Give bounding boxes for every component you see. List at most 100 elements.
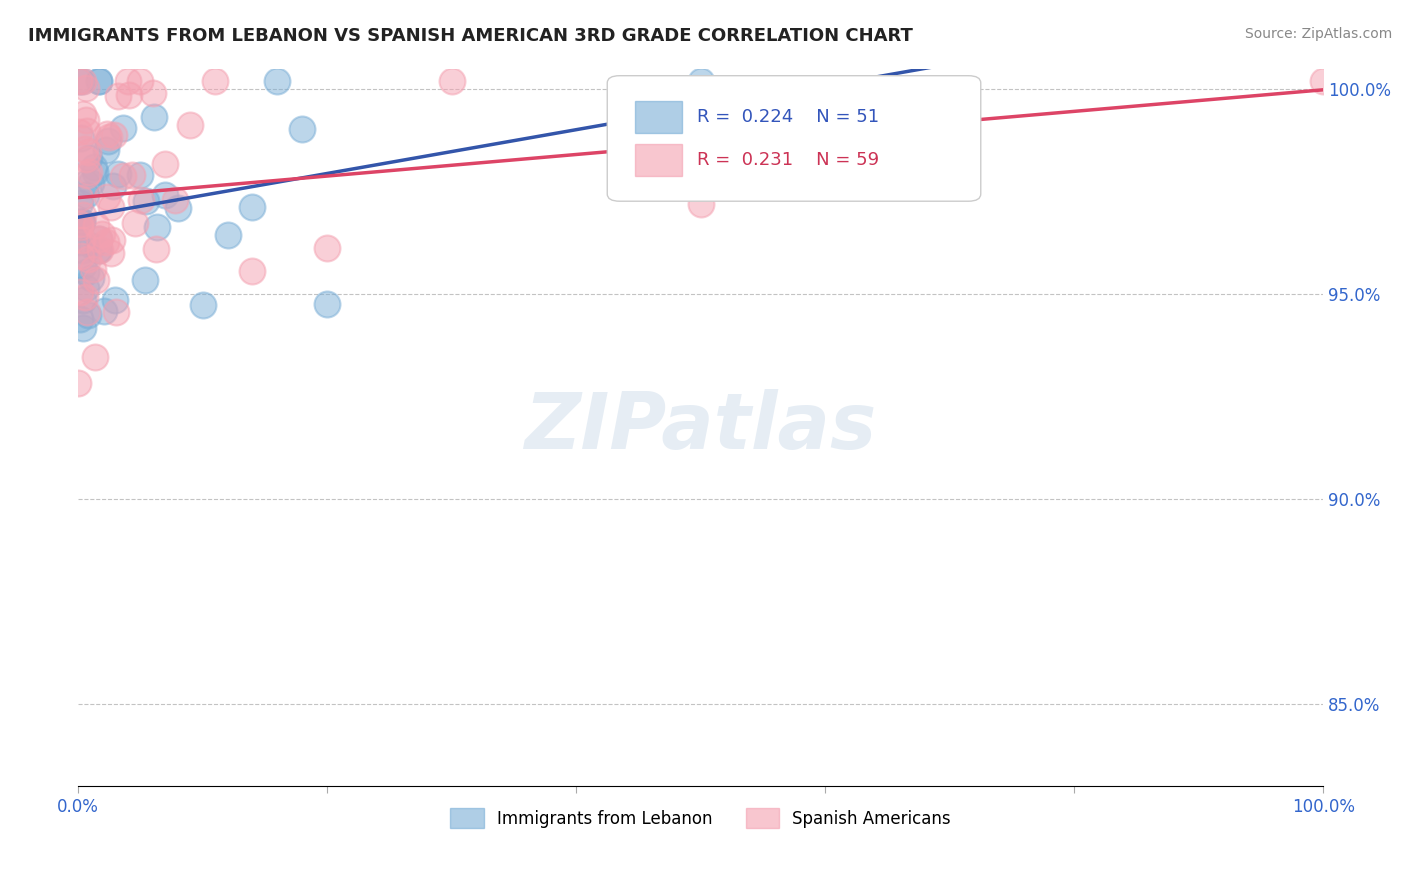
- Point: [101, 178, 124, 193]
- Point: [179, 118, 201, 132]
- Bar: [634, 101, 682, 133]
- Point: [69, 191, 91, 205]
- Point: [100, 234, 122, 248]
- Point: [67, 74, 90, 88]
- Point: [689, 197, 711, 211]
- Point: [112, 120, 135, 135]
- Point: [75, 112, 97, 127]
- Text: Source: ZipAtlas.com: Source: ZipAtlas.com: [1244, 27, 1392, 41]
- Point: [72, 321, 94, 335]
- Point: [83, 160, 105, 174]
- Point: [87, 231, 110, 245]
- Point: [217, 227, 239, 242]
- Point: [80, 270, 103, 285]
- Point: [69, 74, 91, 88]
- Point: [117, 74, 139, 88]
- Point: [91, 227, 114, 242]
- Point: [67, 220, 90, 235]
- Point: [77, 164, 100, 178]
- Point: [97, 134, 120, 148]
- FancyBboxPatch shape: [607, 76, 981, 202]
- Point: [72, 259, 94, 273]
- Point: [83, 165, 105, 179]
- Point: [291, 121, 314, 136]
- Point: [134, 273, 156, 287]
- Point: [135, 194, 157, 208]
- Point: [75, 280, 97, 294]
- Point: [316, 297, 339, 311]
- Point: [69, 217, 91, 231]
- Point: [84, 218, 107, 232]
- Point: [938, 123, 960, 137]
- Point: [121, 168, 143, 182]
- Point: [1312, 74, 1334, 88]
- Point: [69, 196, 91, 211]
- Point: [72, 207, 94, 221]
- Point: [316, 241, 339, 255]
- Point: [72, 293, 94, 307]
- Legend: Immigrants from Lebanon, Spanish Americans: Immigrants from Lebanon, Spanish America…: [443, 801, 957, 835]
- Bar: [634, 144, 682, 176]
- Point: [83, 351, 105, 365]
- Point: [242, 201, 264, 215]
- Point: [87, 232, 110, 246]
- Point: [100, 245, 122, 260]
- Point: [76, 124, 98, 138]
- Point: [107, 167, 129, 181]
- Point: [145, 243, 167, 257]
- Point: [75, 265, 97, 279]
- Point: [89, 243, 111, 257]
- Point: [242, 263, 264, 277]
- Point: [69, 219, 91, 234]
- Text: R =  0.224    N = 51: R = 0.224 N = 51: [697, 108, 879, 126]
- Point: [70, 214, 93, 228]
- Point: [87, 243, 110, 257]
- Point: [104, 293, 127, 307]
- Point: [104, 305, 127, 319]
- Point: [266, 74, 288, 88]
- Point: [80, 176, 103, 190]
- Point: [96, 128, 118, 142]
- Point: [70, 214, 93, 228]
- Point: [103, 128, 125, 143]
- Point: [107, 89, 129, 103]
- Point: [77, 145, 100, 159]
- Point: [73, 290, 96, 304]
- Point: [77, 252, 100, 267]
- Text: R =  0.231    N = 59: R = 0.231 N = 59: [697, 151, 879, 169]
- Point: [166, 202, 188, 216]
- Point: [111, 169, 134, 183]
- Point: [67, 235, 90, 249]
- Point: [72, 107, 94, 121]
- Point: [191, 298, 214, 312]
- Point: [165, 193, 187, 207]
- Text: ZIPatlas: ZIPatlas: [524, 389, 877, 465]
- Text: IMMIGRANTS FROM LEBANON VS SPANISH AMERICAN 3RD GRADE CORRELATION CHART: IMMIGRANTS FROM LEBANON VS SPANISH AMERI…: [28, 27, 912, 45]
- Point: [94, 143, 117, 157]
- Point: [72, 74, 94, 88]
- Point: [75, 188, 97, 202]
- Point: [98, 129, 121, 144]
- Point: [77, 308, 100, 322]
- Point: [87, 74, 110, 88]
- Point: [440, 74, 463, 88]
- Point: [142, 87, 165, 101]
- Point: [75, 142, 97, 156]
- Point: [69, 312, 91, 326]
- Point: [75, 176, 97, 190]
- Point: [94, 235, 117, 250]
- Point: [70, 249, 93, 263]
- Point: [689, 74, 711, 88]
- Point: [155, 188, 177, 202]
- Point: [87, 243, 110, 257]
- Point: [70, 233, 93, 247]
- Point: [96, 189, 118, 203]
- Point: [75, 153, 97, 167]
- Point: [89, 74, 111, 88]
- Point: [129, 193, 152, 207]
- Point: [129, 169, 152, 183]
- Point: [129, 74, 152, 88]
- Point: [142, 110, 165, 124]
- Point: [93, 304, 115, 318]
- Point: [124, 216, 146, 230]
